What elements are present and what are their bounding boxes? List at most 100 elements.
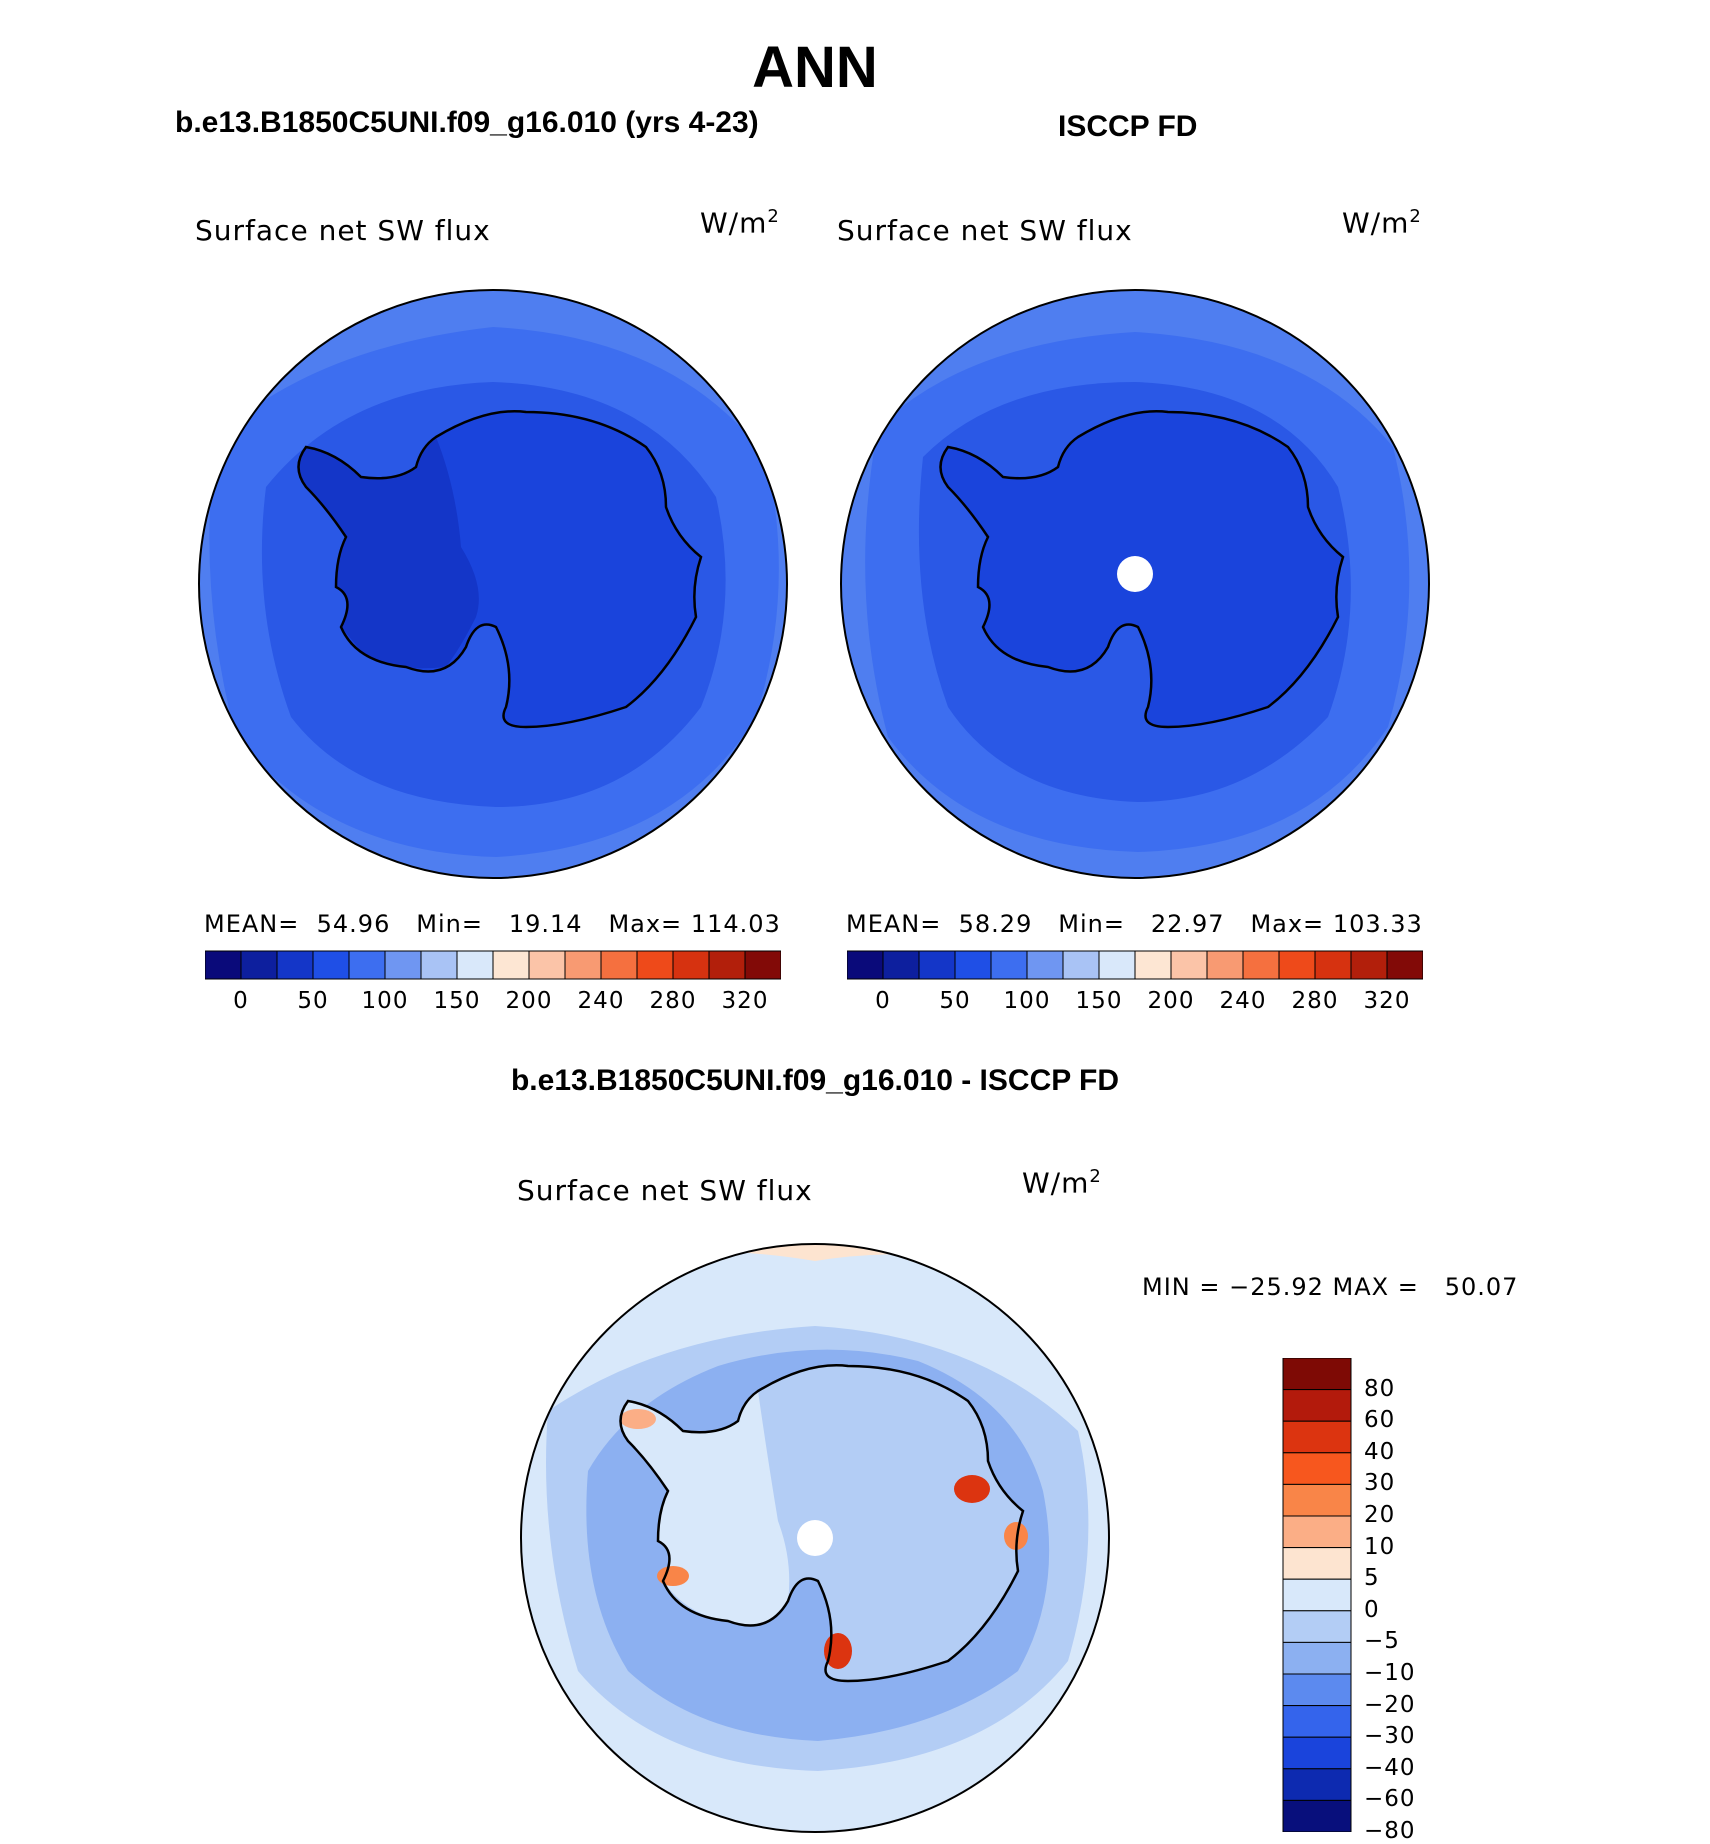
- obs-unit-label: W/m2: [1342, 206, 1422, 240]
- diff-minmax: MIN = −25.92 MAX = 50.07: [1142, 1273, 1519, 1301]
- colorbar-tick-label: −5: [1364, 1628, 1400, 1655]
- colorbar-tick-label: 0: [875, 988, 891, 1014]
- west-antarctica-region: [298, 437, 479, 669]
- colorbar-tick-label: 40: [1364, 1438, 1396, 1465]
- colorbar-swatch: [348, 950, 386, 980]
- colorbar-swatch: [276, 950, 314, 980]
- colorbar-tick-label: −80: [1364, 1818, 1416, 1844]
- colorbar-tick-label: 50: [297, 988, 329, 1014]
- colorbar-tick-label: 150: [433, 988, 481, 1014]
- colorbar-swatch: [1282, 1768, 1352, 1801]
- colorbar-tick-label: 280: [1291, 988, 1339, 1014]
- colorbar-tick-label: 100: [361, 988, 409, 1014]
- colorbar-swatch: [1282, 1673, 1352, 1707]
- colorbar-tick-label: 240: [577, 988, 625, 1014]
- model-stats: MEAN= 54.96 Min= 19.14 Max= 114.03: [204, 910, 781, 938]
- main-title: ANN: [752, 35, 878, 100]
- colorbar-swatch: [1282, 1389, 1352, 1422]
- colorbar-swatch: [384, 950, 422, 980]
- colorbar-swatch: [1282, 1799, 1352, 1832]
- colorbar-swatch: [1282, 1641, 1352, 1675]
- colorbar-tick-label: 0: [233, 988, 249, 1014]
- diff-hotspot-peninsula: [657, 1566, 689, 1586]
- colorbar-swatch: [636, 950, 674, 980]
- colorbar-swatch: [1350, 950, 1388, 980]
- colorbar-swatch: [1282, 1547, 1352, 1580]
- obs-stats: MEAN= 58.29 Min= 22.97 Max= 103.33: [846, 910, 1423, 938]
- obs-colorbar: [847, 950, 1423, 980]
- colorbar-tick-label: 320: [1363, 988, 1411, 1014]
- model-unit-label: W/m2: [700, 206, 780, 240]
- colorbar-tick-label: 320: [721, 988, 769, 1014]
- colorbar-swatch: [1282, 1578, 1352, 1612]
- colorbar-swatch: [1314, 950, 1352, 980]
- obs-panel-title: ISCCP FD: [1058, 110, 1198, 143]
- model-variable-label: Surface net SW flux: [195, 214, 491, 247]
- colorbar-swatch: [1282, 1483, 1352, 1517]
- coastline: [619, 1364, 1025, 1683]
- colorbar-swatch: [1282, 1452, 1352, 1485]
- colorbar-swatch: [1386, 950, 1423, 980]
- colorbar-swatch: [600, 950, 638, 980]
- model-colorbar: [205, 950, 781, 980]
- colorbar-swatch: [420, 950, 458, 980]
- colorbar-tick-label: −10: [1364, 1660, 1416, 1686]
- pole-hole: [1117, 556, 1153, 592]
- colorbar-swatch: [1134, 950, 1172, 980]
- diff-panel-title: b.e13.B1850C5UNI.f09_g16.010 - ISCCP FD: [510, 1064, 1120, 1097]
- colorbar-tick-label: −30: [1364, 1723, 1416, 1750]
- diff-west-antarctica: [620, 1391, 790, 1626]
- colorbar-swatch: [847, 950, 884, 980]
- colorbar-tick-label: 20: [1364, 1502, 1396, 1528]
- map-boundary: [520, 1243, 1110, 1833]
- colorbar-swatch: [672, 950, 710, 980]
- colorbar-swatch: [708, 950, 746, 980]
- diff-unit-label: W/m2: [1022, 1166, 1102, 1200]
- colorbar-swatch: [1282, 1610, 1352, 1643]
- diff-hotspot-southeast: [1004, 1522, 1028, 1550]
- colorbar-tick-label: −60: [1364, 1786, 1416, 1813]
- colorbar-swatch: [1278, 950, 1316, 980]
- colorbar-swatch: [918, 950, 956, 980]
- colorbar-tick-label: 200: [505, 988, 553, 1014]
- colorbar-swatch: [1282, 1736, 1352, 1770]
- colorbar-tick-label: −40: [1364, 1754, 1416, 1781]
- diff-hotspot-south: [824, 1633, 852, 1669]
- colorbar-tick-label: 60: [1364, 1407, 1396, 1434]
- colorbar-tick-label: 150: [1075, 988, 1123, 1014]
- colorbar-swatch: [744, 950, 781, 980]
- diff-colorbar: [1282, 1358, 1352, 1832]
- pole-hole: [797, 1520, 833, 1556]
- diff-polar-map: [520, 1243, 1110, 1833]
- diff-variable-label: Surface net SW flux: [517, 1174, 813, 1207]
- colorbar-swatch: [1242, 950, 1280, 980]
- colorbar-swatch: [492, 950, 530, 980]
- colorbar-tick-label: 5: [1364, 1565, 1380, 1592]
- colorbar-swatch: [1062, 950, 1100, 980]
- colorbar-swatch: [882, 950, 920, 980]
- colorbar-tick-label: 200: [1147, 988, 1195, 1014]
- colorbar-swatch: [564, 950, 602, 980]
- colorbar-swatch: [1170, 950, 1208, 980]
- colorbar-swatch: [205, 950, 242, 980]
- colorbar-tick-label: 30: [1364, 1470, 1396, 1497]
- colorbar-swatch: [1282, 1705, 1352, 1738]
- map-boundary: [198, 289, 788, 879]
- colorbar-swatch: [1206, 950, 1244, 980]
- colorbar-swatch: [1026, 950, 1064, 980]
- colorbar-tick-label: −20: [1364, 1691, 1416, 1718]
- colorbar-tick-label: 100: [1003, 988, 1051, 1014]
- colorbar-swatch: [1098, 950, 1136, 980]
- colorbar-swatch: [240, 950, 278, 980]
- colorbar-swatch: [528, 950, 566, 980]
- coastline: [939, 410, 1345, 729]
- model-colorbar-ticks: 0 50 100 150 200 240 280 320: [205, 988, 781, 1018]
- coastline: [297, 410, 703, 729]
- colorbar-swatch: [954, 950, 992, 980]
- obs-colorbar-ticks: 0 50 100 150 200 240 280 320: [847, 988, 1423, 1018]
- map-boundary: [840, 289, 1430, 879]
- colorbar-swatch: [1282, 1515, 1352, 1549]
- colorbar-tick-label: 240: [1219, 988, 1267, 1014]
- obs-variable-label: Surface net SW flux: [837, 214, 1133, 247]
- colorbar-tick-label: 0: [1364, 1596, 1380, 1623]
